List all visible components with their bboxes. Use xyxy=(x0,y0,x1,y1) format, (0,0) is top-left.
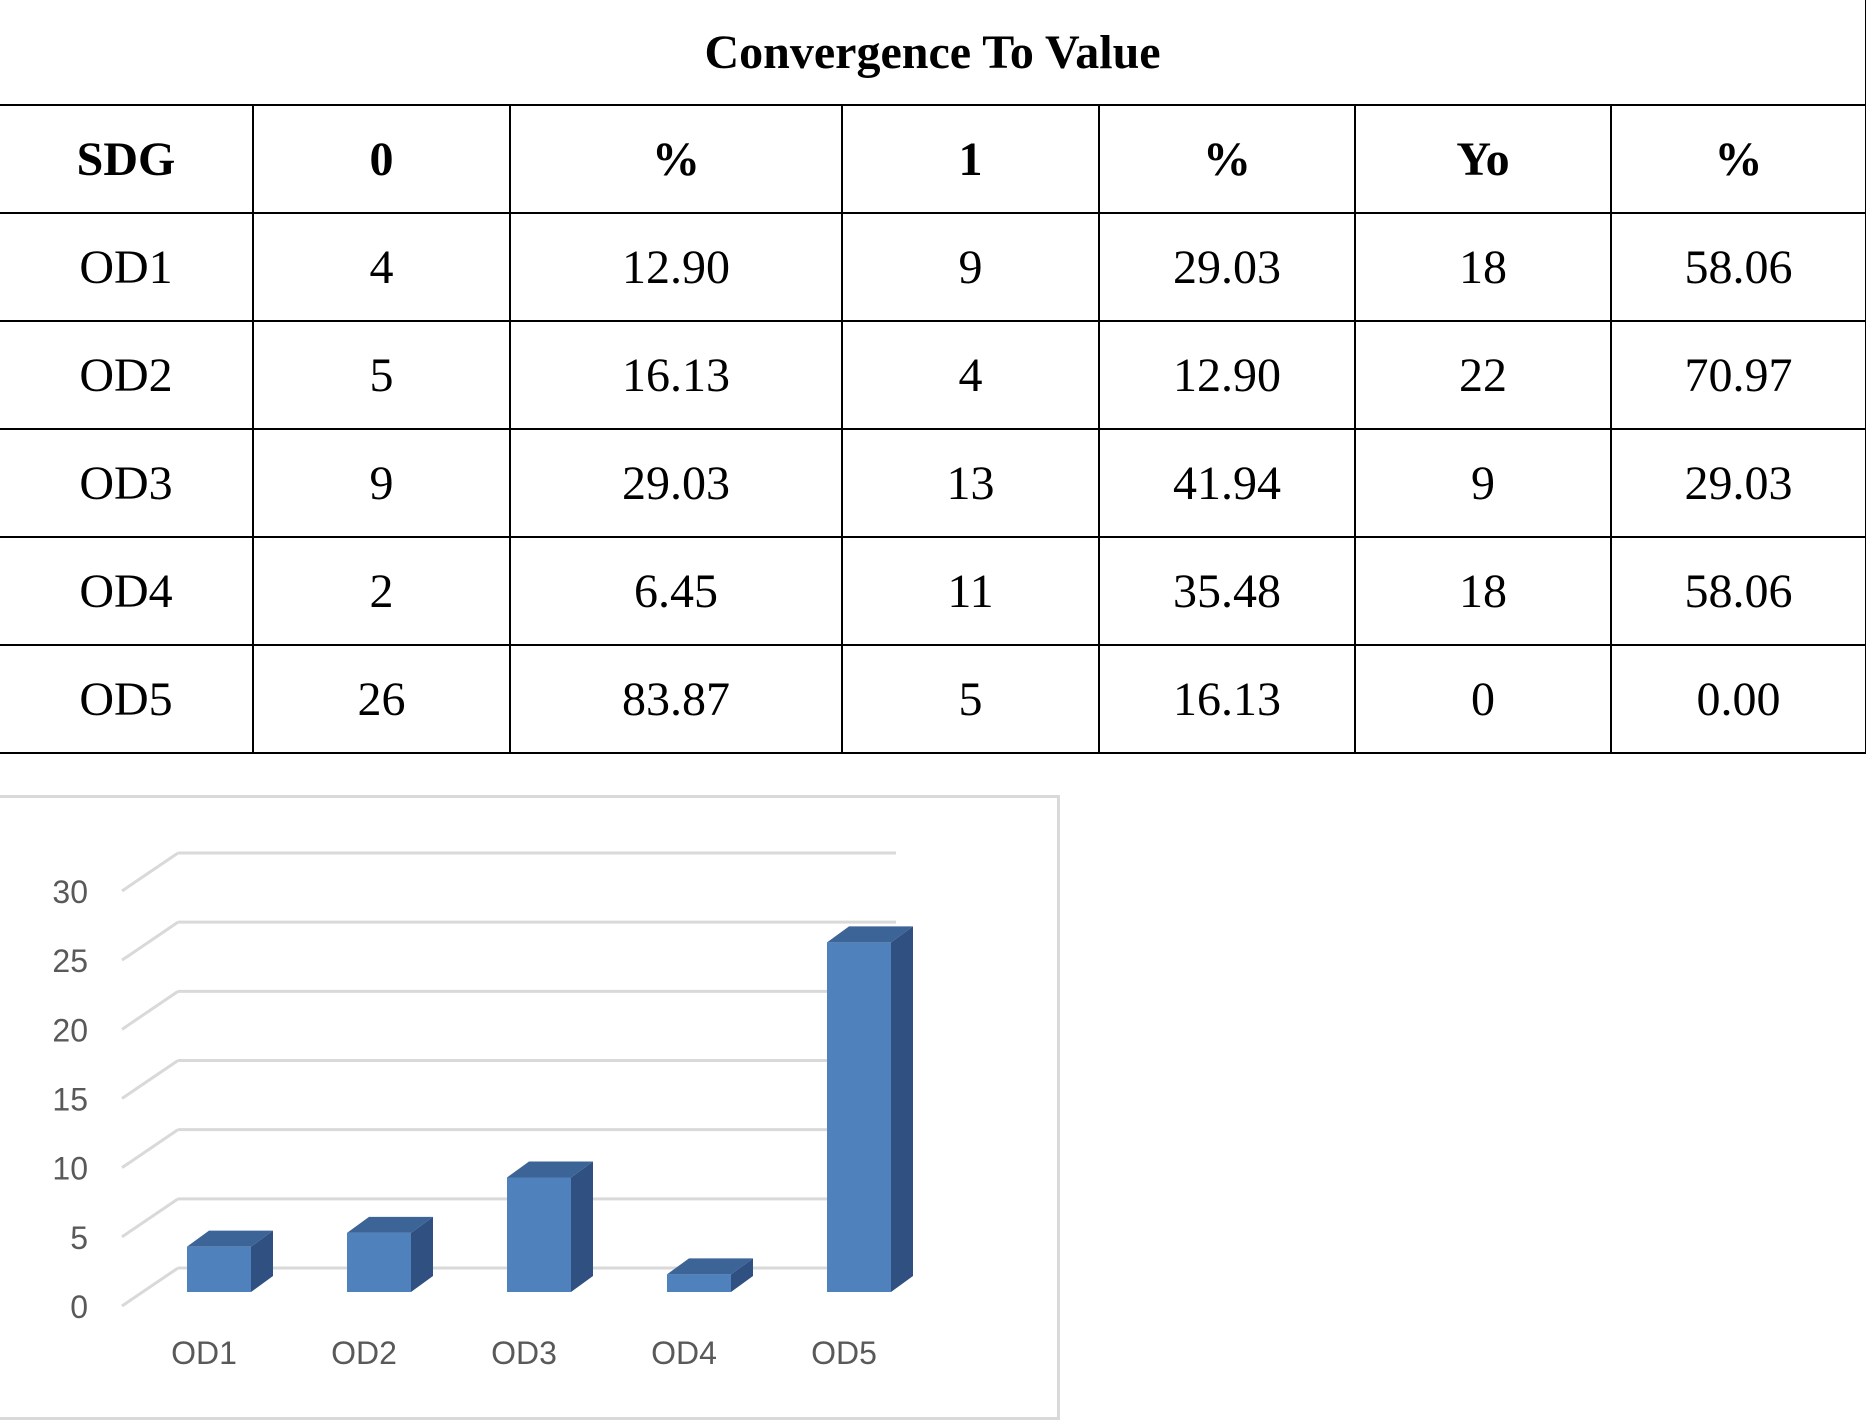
bar-side xyxy=(571,1161,593,1292)
gridline-diagonal xyxy=(121,920,179,962)
table-cell: 35.48 xyxy=(1098,536,1356,646)
table-header-cell: % xyxy=(509,104,843,214)
table-cell: 29.03 xyxy=(1609,428,1866,538)
table-cell: OD1 xyxy=(0,212,254,322)
table-cell: 58.06 xyxy=(1609,536,1866,646)
x-tick-label: OD1 xyxy=(171,1335,237,1371)
y-tick-label: 5 xyxy=(70,1220,88,1256)
table-body: OD1 4 12.90 9 29.03 18 58.06 OD2 5 16.13 4 12.90 22 7… xyxy=(0,212,1866,754)
table-header-cell: Yo xyxy=(1354,104,1612,214)
table-title: Convergence To Value xyxy=(0,0,1866,106)
bar-top xyxy=(827,926,913,943)
table-row: OD5 26 83.87 5 16.13 0 0.00 xyxy=(0,644,1866,754)
table-row: OD3 9 29.03 13 41.94 9 29.03 xyxy=(0,428,1866,538)
chart-container: 0 5 10 15 20 25 30 OD1 OD2 OD3 OD4 OD5 xyxy=(0,795,1060,1420)
table-header-row: SDG 0% 1% Yo% xyxy=(0,104,1866,214)
gridline-diagonal xyxy=(121,990,179,1031)
table-cell: OD3 xyxy=(0,428,254,538)
bar xyxy=(827,942,891,1292)
table-cell: 4 xyxy=(841,320,1100,430)
table-cell: 4 xyxy=(252,212,511,322)
bar-side xyxy=(891,926,913,1292)
bar xyxy=(667,1274,731,1292)
table-cell: 9 xyxy=(1354,428,1612,538)
table-cell: 70.97 xyxy=(1609,320,1866,430)
table-cell: 12.90 xyxy=(1098,320,1356,430)
bar-side xyxy=(411,1216,433,1292)
y-tick-label: 30 xyxy=(52,874,88,910)
table-cell: 5 xyxy=(841,644,1100,754)
table-cell: OD4 xyxy=(0,536,254,646)
table-row: OD2 5 16.13 4 12.90 22 70.97 xyxy=(0,320,1866,430)
convergence-table-container: Convergence To Value SDG 0% 1% Yo% OD1 4 12.9… xyxy=(0,0,1866,754)
table-cell: 12.90 xyxy=(509,212,843,322)
table-cell: OD2 xyxy=(0,320,254,430)
convergence-table: Convergence To Value SDG 0% 1% Yo% OD1 4 12.9… xyxy=(0,0,1866,754)
bar-side xyxy=(251,1230,273,1292)
x-tick-label: OD2 xyxy=(331,1335,397,1371)
table-header-cell: SDG xyxy=(0,104,254,214)
bar xyxy=(347,1232,411,1292)
bar-top xyxy=(187,1230,273,1247)
table-title-row: Convergence To Value xyxy=(0,0,1866,106)
bar-top xyxy=(347,1216,433,1233)
x-tick-label: OD5 xyxy=(811,1335,877,1371)
table-cell: 29.03 xyxy=(1098,212,1356,322)
gridline-diagonal xyxy=(121,1128,179,1169)
table-row: OD1 4 12.90 9 29.03 18 58.06 xyxy=(0,212,1866,322)
table-row: OD4 2 6.45 11 35.48 18 58.06 xyxy=(0,536,1866,646)
table-cell: 16.13 xyxy=(509,320,843,430)
table-cell: 2 xyxy=(252,536,511,646)
table-cell: 9 xyxy=(252,428,511,538)
table-header-cell: % xyxy=(1609,104,1866,214)
table-cell: 29.03 xyxy=(509,428,843,538)
x-tick-label: OD4 xyxy=(651,1335,717,1371)
table-cell: OD5 xyxy=(0,644,254,754)
table-header-cell: % xyxy=(1098,104,1356,214)
y-tick-label: 25 xyxy=(52,943,88,979)
table-cell: 11 xyxy=(841,536,1100,646)
bar-chart: 0 5 10 15 20 25 30 OD1 OD2 OD3 OD4 OD5 xyxy=(52,851,913,1371)
table-cell: 6.45 xyxy=(509,536,843,646)
bar-side xyxy=(731,1258,753,1292)
table-cell: 18 xyxy=(1354,212,1612,322)
y-tick-label: 15 xyxy=(52,1082,88,1118)
table-cell: 26 xyxy=(252,644,511,754)
table-cell: 9 xyxy=(841,212,1100,322)
table-cell: 0 xyxy=(1354,644,1612,754)
bar xyxy=(507,1177,571,1292)
table-cell: 5 xyxy=(252,320,511,430)
x-tick-label: OD3 xyxy=(491,1335,557,1371)
table-cell: 18 xyxy=(1354,536,1612,646)
table-header-cell: 0 xyxy=(252,104,511,214)
table-cell: 0.00 xyxy=(1609,644,1866,754)
table-cell: 41.94 xyxy=(1098,428,1356,538)
table-cell: 58.06 xyxy=(1609,212,1866,322)
gridline-diagonal xyxy=(121,851,179,893)
table-cell: 22 xyxy=(1354,320,1612,430)
y-tick-label: 0 xyxy=(70,1289,88,1325)
table-header-cell: 1 xyxy=(841,104,1100,214)
table-cell: 13 xyxy=(841,428,1100,538)
bar xyxy=(187,1246,251,1292)
table-cell: 16.13 xyxy=(1098,644,1356,754)
bar-top xyxy=(667,1258,753,1275)
y-tick-label: 10 xyxy=(52,1151,88,1187)
y-tick-label: 20 xyxy=(52,1012,88,1048)
gridline-diagonal xyxy=(121,1059,179,1100)
bar-top xyxy=(507,1161,593,1178)
table-cell: 83.87 xyxy=(509,644,843,754)
gridline-diagonal xyxy=(121,1266,179,1308)
gridline-diagonal xyxy=(121,1197,179,1239)
